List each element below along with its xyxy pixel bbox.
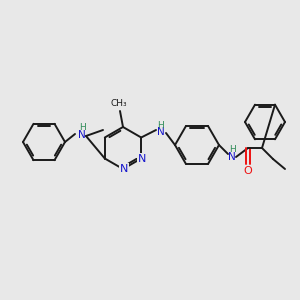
Text: N: N [78,130,86,140]
Text: N: N [138,154,146,164]
Text: N: N [228,152,236,162]
Text: H: H [229,146,236,154]
Text: N: N [120,164,128,174]
Text: N: N [157,127,165,137]
Text: H: H [158,121,164,130]
Text: CH₃: CH₃ [111,98,127,107]
Text: O: O [244,166,252,176]
Text: H: H [79,124,86,133]
